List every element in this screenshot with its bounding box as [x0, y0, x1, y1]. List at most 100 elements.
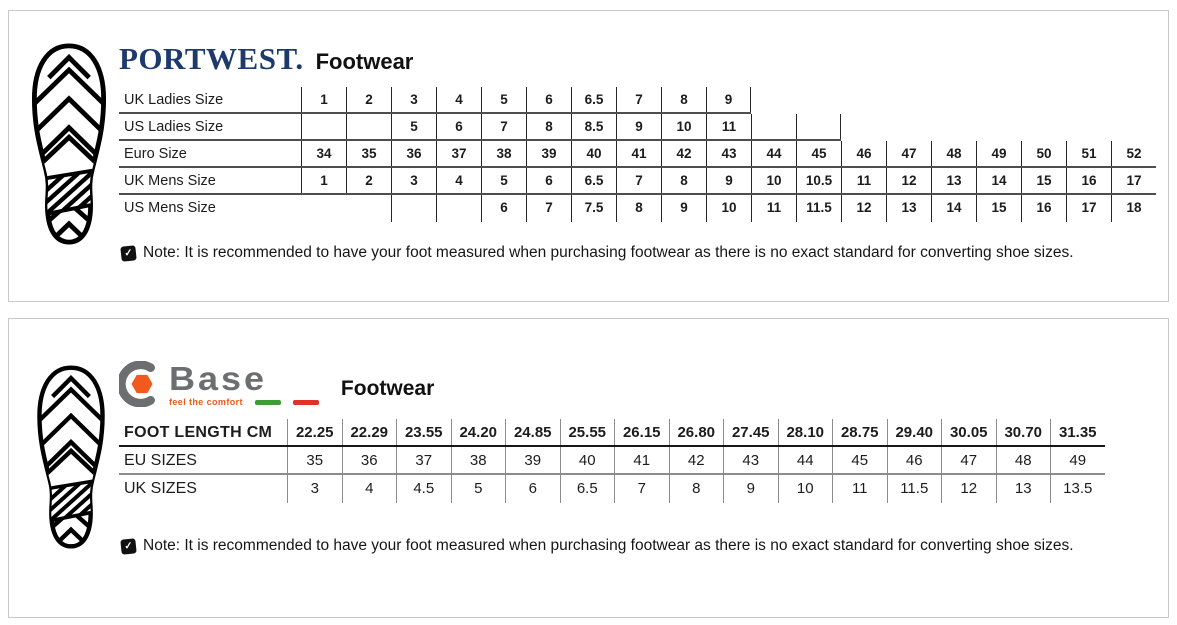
table-row: EU SIZES 35 36 37 38 39 40 41 42 43 44 45 46 47 48 49 — [119, 447, 1105, 475]
size-cell: 8 — [668, 475, 724, 503]
size-cell: 49 — [1050, 447, 1105, 473]
row-label: Euro Size — [124, 146, 187, 162]
size-cell: 47 — [941, 447, 996, 473]
flag-red-bar — [292, 399, 319, 405]
table-spacer — [346, 195, 391, 222]
size-cell: 13 — [995, 475, 1051, 503]
portwest-logo: PORTWEST. — [119, 41, 304, 76]
size-cell: 14 — [931, 195, 976, 222]
size-cell: 10.5 — [796, 168, 841, 193]
size-cell: 3 — [391, 87, 436, 112]
size-cell: 27.45 — [723, 419, 778, 445]
size-cell: 5 — [481, 168, 526, 193]
size-cell: 13 — [931, 168, 976, 193]
row-label: FOOT LENGTH CM — [124, 424, 273, 441]
size-cell: 38 — [481, 141, 526, 166]
size-cell: 39 — [505, 447, 560, 473]
size-cell: 11 — [832, 475, 887, 503]
size-cell: 10 — [661, 114, 706, 139]
brand-header: PORTWEST. Footwear — [119, 41, 413, 77]
size-cell: 14 — [976, 168, 1021, 193]
size-cell: 7 — [616, 168, 661, 193]
size-cell: 37 — [396, 447, 451, 473]
size-cell: 1 — [301, 87, 346, 112]
size-cell: 13 — [886, 195, 931, 222]
size-cell: 9 — [723, 475, 778, 503]
size-cell: 41 — [614, 447, 669, 473]
size-cell: 11 — [841, 168, 886, 193]
size-cell: 46 — [886, 447, 942, 473]
size-cell: 28.75 — [832, 419, 887, 445]
base-size-table: FOOT LENGTH CM 22.25 22.29 23.55 24.20 24.85 2… — [119, 419, 1105, 503]
size-cell: 17 — [1066, 195, 1111, 222]
size-cell: 5 — [391, 114, 436, 139]
size-cell: 10 — [751, 168, 796, 193]
size-cell: 30.05 — [941, 419, 996, 445]
size-cell: 29.40 — [886, 419, 942, 445]
size-cell: 38 — [450, 447, 506, 473]
base-logo: Base — [169, 359, 268, 398]
size-cell: 15 — [976, 195, 1021, 222]
size-cell: 36 — [391, 141, 436, 166]
size-cell: 39 — [526, 141, 571, 166]
size-cell: 42 — [661, 141, 706, 166]
size-cell: 30.70 — [995, 419, 1051, 445]
shoe-print-icon — [37, 365, 105, 549]
size-cell: 6 — [526, 87, 571, 112]
size-cell: 11 — [706, 114, 751, 139]
size-cell: 45 — [796, 141, 841, 166]
size-cell: 26.80 — [668, 419, 724, 445]
size-cell: 11.5 — [886, 475, 942, 503]
row-label: UK Ladies Size — [124, 92, 224, 108]
size-cell: 1 — [301, 168, 346, 193]
size-cell: 5 — [481, 87, 526, 112]
base-size-chart-panel: Base feel the comfort Footwear FOOT LENG… — [8, 318, 1169, 618]
size-cell: 43 — [723, 447, 778, 473]
size-cell: 6 — [505, 475, 560, 503]
size-cell: 12 — [841, 195, 886, 222]
size-cell: 25.55 — [559, 419, 615, 445]
size-cell: 12 — [886, 168, 931, 193]
size-cell: 48 — [995, 447, 1051, 473]
table-row: US Ladies Size 5 6 7 8 8.5 9 10 11 — [119, 114, 841, 141]
size-cell: 46 — [841, 141, 886, 166]
size-cell: 43 — [706, 141, 751, 166]
table-row: UK Mens Size 1 2 3 4 5 6 6.5 7 8 9 10 10.5 11 12 13 14 15… — [119, 168, 1156, 195]
size-cell: 7 — [616, 87, 661, 112]
row-label: US Ladies Size — [124, 119, 224, 135]
size-cell: 22.29 — [341, 419, 397, 445]
size-cell: 49 — [976, 141, 1021, 166]
size-cell: 4 — [436, 87, 481, 112]
size-cell: 48 — [931, 141, 976, 166]
size-cell: 45 — [832, 447, 887, 473]
row-label: EU SIZES — [124, 452, 197, 469]
size-cell: 3 — [391, 168, 436, 193]
size-cell: 6 — [526, 168, 571, 193]
size-cell: 17 — [1111, 168, 1156, 193]
size-cell: 18 — [1111, 195, 1156, 222]
size-cell: 36 — [341, 447, 397, 473]
base-tagline-row: feel the comfort — [169, 397, 319, 407]
size-cell: 8 — [661, 87, 706, 112]
note-text: Note: It is recommended to have your foo… — [143, 537, 1074, 554]
size-cell: 4.5 — [396, 475, 451, 503]
size-cell: 40 — [571, 141, 616, 166]
size-cell: 52 — [1111, 141, 1156, 166]
size-cell — [796, 114, 841, 139]
size-cell: 2 — [346, 87, 391, 112]
size-cell: 15 — [1021, 168, 1066, 193]
shoe-print-icon — [31, 43, 107, 245]
size-cell: 11 — [751, 195, 796, 222]
size-cell: 9 — [661, 195, 706, 222]
size-cell: 8 — [661, 168, 706, 193]
size-cell: 40 — [559, 447, 615, 473]
size-cell: 4 — [436, 168, 481, 193]
brand-header: Base feel the comfort Footwear — [119, 361, 434, 407]
product-line-title: Footwear — [315, 49, 414, 74]
size-cell: 12 — [941, 475, 996, 503]
table-row: US Mens Size 6 7 7.5 8 9 10 11 11.5 12 13 14 15 16 17 1… — [119, 195, 1156, 222]
size-cell — [346, 114, 391, 139]
size-cell: 23.55 — [396, 419, 451, 445]
size-cell: 28.10 — [777, 419, 833, 445]
size-cell: 24.85 — [505, 419, 560, 445]
